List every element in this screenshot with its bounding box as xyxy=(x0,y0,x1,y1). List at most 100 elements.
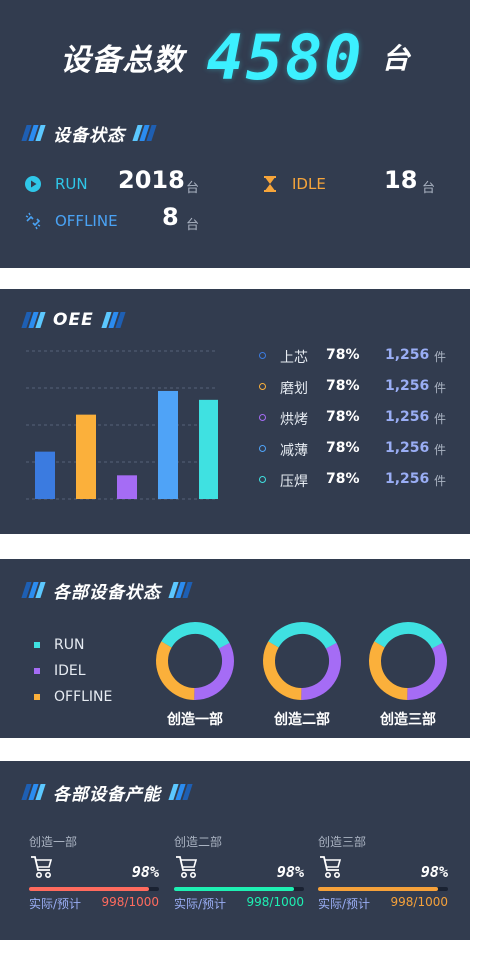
oee-legend-unit: 件 xyxy=(434,443,447,457)
oee-legend-percent: 78% xyxy=(326,440,360,456)
oee-legend-name: 减薄 xyxy=(280,443,308,459)
legend-square-icon xyxy=(34,668,40,674)
dept-donut-name: 创造一部 xyxy=(167,712,223,728)
status-offline-unit: 台 xyxy=(186,218,200,233)
oee-legend-row: 压焊 78% 1,256 件 xyxy=(259,471,459,502)
legend-dot-icon xyxy=(259,476,266,483)
oee-panel: OEE 上芯 78% 1,256 件 磨划 78% 1,256 件 烘烤 78%… xyxy=(0,289,470,534)
oee-legend-row: 减薄 78% 1,256 件 xyxy=(259,440,459,471)
capacity-value: 998/1000 xyxy=(390,895,449,909)
dept-donut-chart xyxy=(369,622,448,700)
capacity-progress-fill xyxy=(318,887,438,891)
stripes-left-icon xyxy=(21,582,46,598)
oee-legend-unit: 件 xyxy=(434,474,447,488)
dept-legend-label: IDEL xyxy=(54,663,86,679)
legend-dot-icon xyxy=(259,414,266,421)
dept-donut-1: 创造一部 xyxy=(155,621,235,728)
chart-bar xyxy=(117,475,137,499)
oee-legend-unit: 件 xyxy=(434,412,447,426)
dept-legend-label: OFFLINE xyxy=(54,689,113,705)
donut-segment xyxy=(156,622,234,700)
oee-legend-count: 1,256 xyxy=(385,378,430,394)
capacity-progress-fill xyxy=(29,887,149,891)
stripes-right-icon xyxy=(168,784,193,800)
capacity-progress-track xyxy=(318,887,448,891)
stripes-left-icon xyxy=(21,784,46,800)
dept-donut-2: 创造二部 xyxy=(262,621,342,728)
oee-legend-row: 磨划 78% 1,256 件 xyxy=(259,378,459,409)
dept-status-legend: RUN IDEL OFFLINE xyxy=(34,632,112,710)
oee-legend-percent: 78% xyxy=(326,347,360,363)
capacity-value: 998/1000 xyxy=(246,895,305,909)
status-section-title: 设备状态 xyxy=(53,125,125,146)
device-total-panel: 设备总数 4580 台 设备状态 RUN 2018 台 IDLE 18 台 xyxy=(0,0,470,268)
capacity-dept-name: 创造二部 xyxy=(174,835,223,849)
chart-bar xyxy=(35,451,55,499)
legend-square-icon xyxy=(34,642,40,648)
oee-legend-name: 上芯 xyxy=(280,350,308,366)
oee-bar-chart xyxy=(24,339,219,503)
status-idle-label: IDLE xyxy=(292,175,326,193)
dept-donut-name: 创造三部 xyxy=(380,712,436,728)
dept-donut-name: 创造二部 xyxy=(274,712,330,728)
oee-legend-percent: 78% xyxy=(326,471,360,487)
capacity-dept-name: 创造三部 xyxy=(318,835,367,849)
status-run-label: RUN xyxy=(55,175,88,193)
oee-legend-name: 压焊 xyxy=(280,474,308,490)
cart-icon xyxy=(176,856,198,878)
oee-legend: 上芯 78% 1,256 件 磨划 78% 1,256 件 烘烤 78% 1,2… xyxy=(259,347,459,502)
status-run-value: 2018 xyxy=(118,166,185,194)
chart-bar xyxy=(199,399,219,499)
capacity-progress-track xyxy=(29,887,159,891)
legend-dot-icon xyxy=(259,352,266,359)
capacity-item-1: 创造一部 98% 实际/预计 998/1000 xyxy=(29,833,159,913)
stripes-left-icon xyxy=(21,125,46,141)
status-section-header: 设备状态 xyxy=(21,123,157,146)
capacity-section-header: 各部设备产能 xyxy=(21,782,193,805)
dept-status-panel: 各部设备状态 RUN IDEL OFFLINE 创造一部 创造二部 创造三部 xyxy=(0,559,470,738)
oee-legend-count: 1,256 xyxy=(385,409,430,425)
oee-bar-chart-svg xyxy=(26,350,219,500)
dept-status-section-header: 各部设备状态 xyxy=(21,580,193,603)
oee-section-header: OEE xyxy=(21,310,126,330)
dept-legend-run: RUN xyxy=(34,632,112,658)
capacity-progress-track xyxy=(174,887,304,891)
dept-donut-3: 创造三部 xyxy=(368,621,448,728)
capacity-item-2: 创造二部 98% 实际/预计 998/1000 xyxy=(174,833,304,913)
oee-legend-name: 烘烤 xyxy=(280,412,308,428)
capacity-label: 实际/预计 xyxy=(29,897,82,911)
oee-legend-name: 磨划 xyxy=(280,381,308,397)
stripes-right-icon xyxy=(101,312,126,328)
total-label: 设备总数 xyxy=(60,43,185,78)
donut-segment xyxy=(263,622,341,700)
total-value: 4580 xyxy=(206,20,364,94)
oee-legend-count: 1,256 xyxy=(385,347,430,363)
oee-legend-unit: 件 xyxy=(434,381,447,395)
oee-legend-count: 1,256 xyxy=(385,440,430,456)
status-offline-label: OFFLINE xyxy=(55,212,118,230)
capacity-label: 实际/预计 xyxy=(318,897,371,911)
status-idle-value: 18 xyxy=(384,166,418,194)
oee-legend-row: 上芯 78% 1,256 件 xyxy=(259,347,459,378)
status-offline-value: 8 xyxy=(162,203,179,231)
unlink-icon xyxy=(25,212,41,230)
legend-square-icon xyxy=(34,694,40,700)
oee-legend-percent: 78% xyxy=(326,378,360,394)
donut-segment xyxy=(369,622,447,700)
status-offline: OFFLINE 8 台 xyxy=(24,203,224,233)
dept-donut-chart xyxy=(263,622,342,700)
capacity-percent: 98% xyxy=(276,863,304,881)
capacity-panel: 各部设备产能 创造一部 98% 实际/预计 998/1000 创造二部 98% … xyxy=(0,761,470,940)
donut-segment xyxy=(369,622,447,700)
legend-dot-icon xyxy=(259,383,266,390)
capacity-value: 998/1000 xyxy=(101,895,160,909)
capacity-progress-fill xyxy=(174,887,294,891)
oee-legend-unit: 件 xyxy=(434,350,447,364)
stripes-right-icon xyxy=(168,582,193,598)
dept-status-section-title: 各部设备状态 xyxy=(53,582,161,603)
dept-legend-label: RUN xyxy=(54,637,85,653)
dept-legend-offline: OFFLINE xyxy=(34,684,112,710)
dept-donut-chart xyxy=(156,622,234,700)
hourglass-icon xyxy=(264,176,276,192)
oee-legend-percent: 78% xyxy=(326,409,360,425)
